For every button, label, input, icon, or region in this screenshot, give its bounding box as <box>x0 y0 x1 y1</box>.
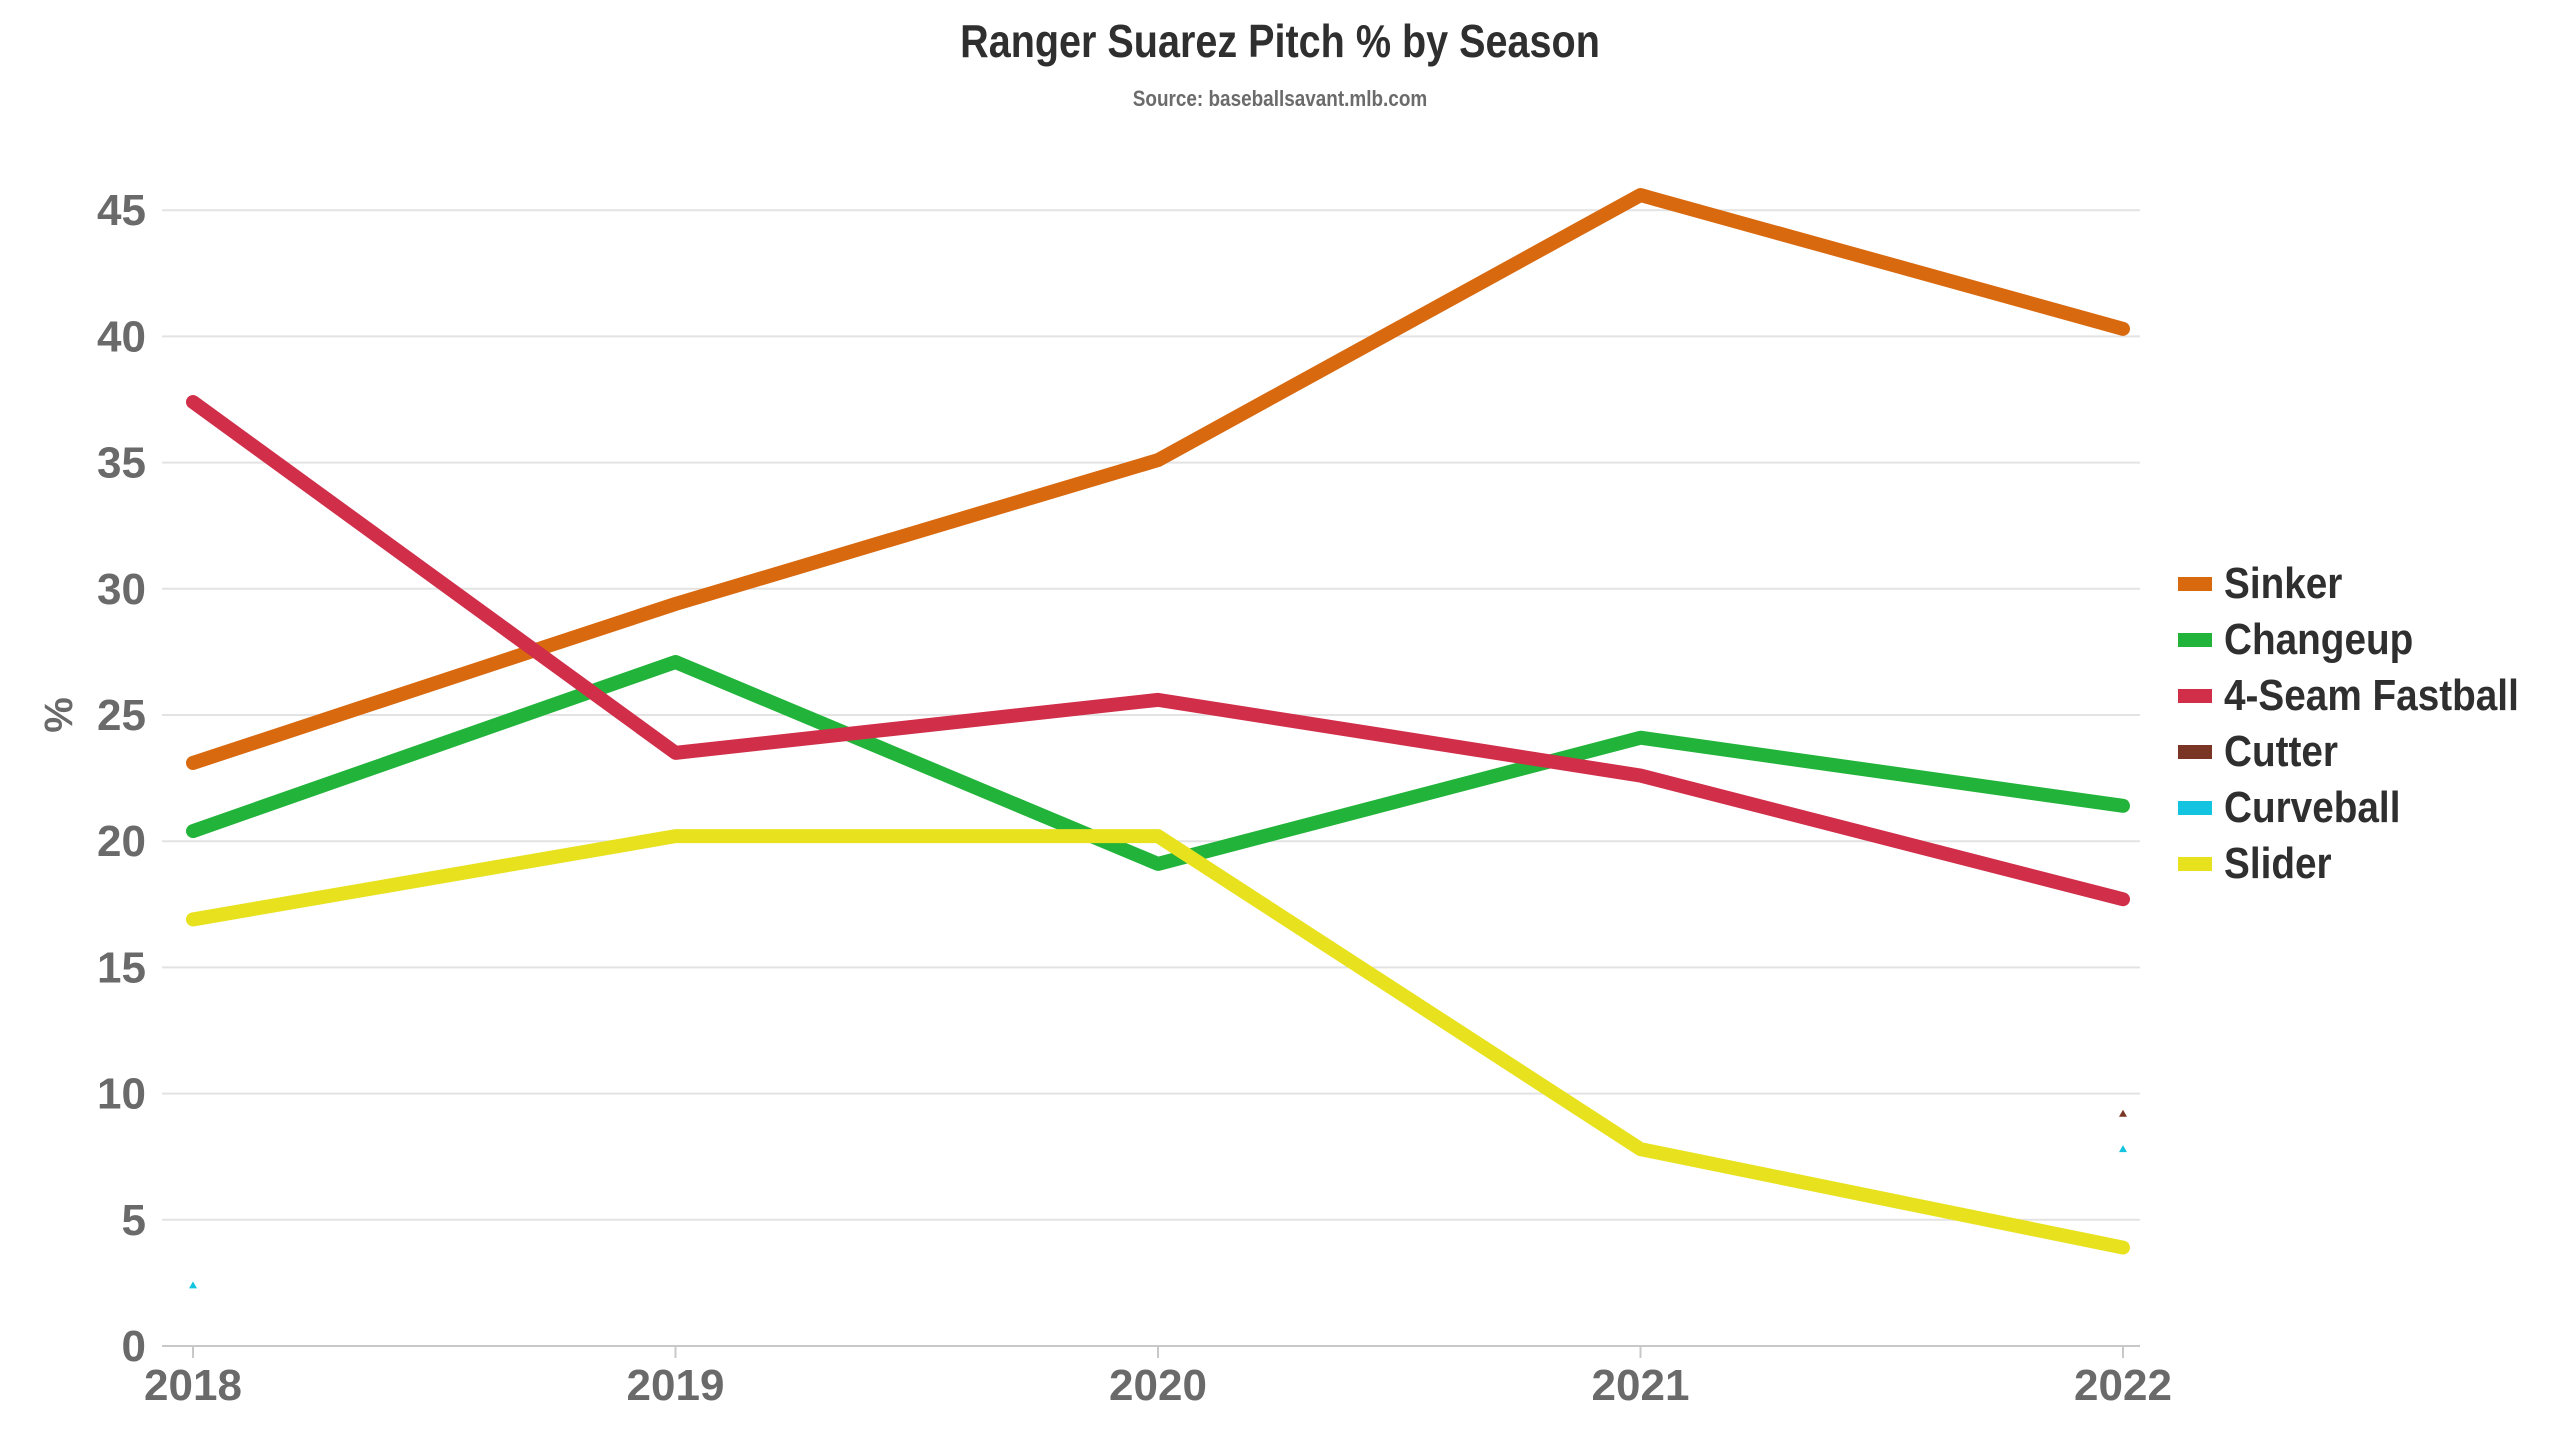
y-tick-label: 0 <box>122 1322 146 1371</box>
legend-item-sinker: Sinker <box>2178 556 2559 612</box>
chart-subtitle: Source: baseballsavant.mlb.com <box>1132 86 1428 111</box>
legend-item-curveball: Curveball <box>2178 780 2559 836</box>
chart-title: Ranger Suarez Pitch % by Season <box>960 15 1600 67</box>
x-tick-label: 2020 <box>1109 1361 1207 1410</box>
y-tick-label: 25 <box>97 691 146 740</box>
legend-label: Slider <box>2224 839 2332 888</box>
y-tick-label: 30 <box>97 565 146 614</box>
legend-swatch <box>2178 745 2212 759</box>
data-point-curveball <box>2119 1145 2127 1153</box>
legend-swatch <box>2178 633 2212 647</box>
y-axis-label: % <box>37 697 81 733</box>
legend-item-slider: Slider <box>2178 836 2559 892</box>
y-tick-label: 40 <box>97 312 146 361</box>
legend-item-4-seam-fastball: 4-Seam Fastball <box>2178 668 2559 724</box>
y-tick-label: 15 <box>97 943 146 992</box>
tick-labels: 0 5 10 15 20 25 30 35 40 45 2018 2019 2020 2021 2022% <box>37 186 2172 1410</box>
x-tick-label: 2021 <box>1592 1361 1690 1410</box>
x-tick-label: 2022 <box>2074 1361 2172 1410</box>
legend-item-changeup: Changeup <box>2178 612 2559 668</box>
data-point-cutter <box>2119 1109 2127 1117</box>
legend-item-cutter: Cutter <box>2178 724 2559 780</box>
series-line-4-seam-fastball <box>186 395 2130 907</box>
legend-label: Sinker <box>2224 559 2343 608</box>
y-tick-label: 35 <box>97 439 146 488</box>
x-tick-label: 2019 <box>627 1361 725 1410</box>
data-point-curveball <box>189 1281 197 1289</box>
y-tick-label: 20 <box>97 817 146 866</box>
y-tick-label: 45 <box>97 186 146 235</box>
legend-label: Changeup <box>2224 615 2414 664</box>
series-line-sinker <box>186 188 2130 770</box>
y-tick-label: 5 <box>122 1196 146 1245</box>
grid-lines <box>162 209 2140 1221</box>
series-lines <box>186 188 2130 1255</box>
legend-label: Curveball <box>2224 783 2401 832</box>
series-line-slider <box>186 829 2130 1255</box>
legend-swatch <box>2178 577 2212 591</box>
series-line-changeup <box>186 654 2130 871</box>
legend-label: 4-Seam Fastball <box>2224 671 2519 720</box>
legend-label: Cutter <box>2224 727 2339 776</box>
series-points <box>189 1109 2127 1289</box>
legend-swatch <box>2178 689 2212 703</box>
legend-swatch <box>2178 801 2212 815</box>
legend-swatch <box>2178 857 2212 871</box>
x-tick-label: 2018 <box>144 1361 242 1410</box>
y-tick-label: 10 <box>97 1070 146 1119</box>
legend: Sinker Changeup 4-Seam Fastball Cutter Curve… <box>2178 556 2559 892</box>
axes <box>162 1345 2140 1358</box>
